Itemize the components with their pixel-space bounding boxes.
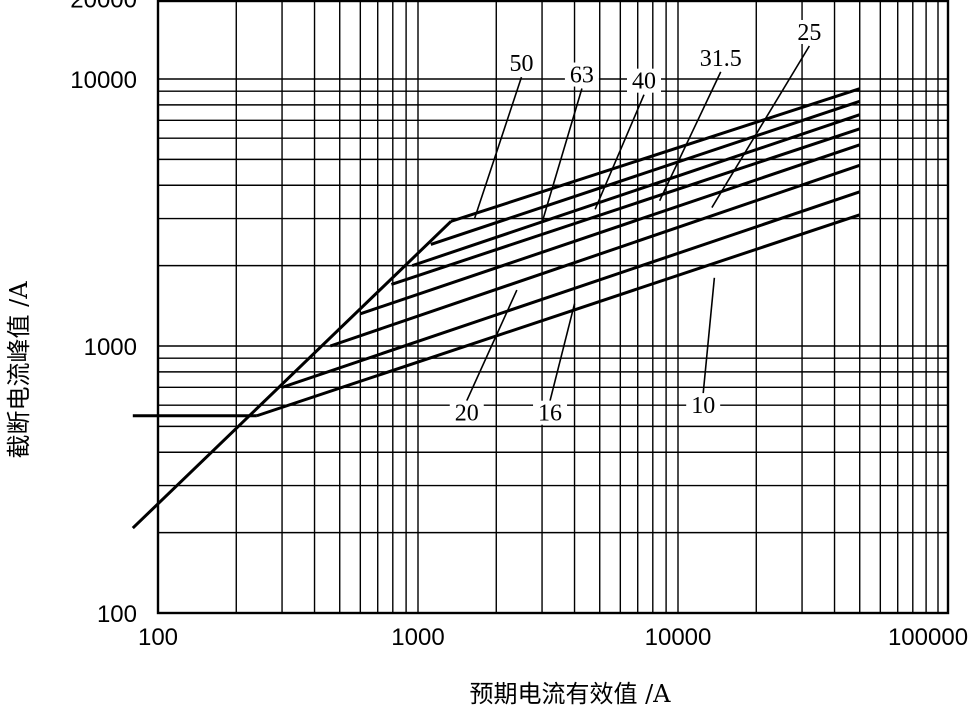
series-line-16 [281, 190, 861, 389]
label-bg [533, 400, 568, 425]
series-line-25 [359, 143, 861, 316]
x-tick-label: 100000 [888, 624, 968, 651]
x-tick-label: 1000 [391, 624, 444, 651]
leader-line [473, 76, 523, 219]
curve-label-20: 20 [455, 401, 479, 427]
label-bg [686, 393, 721, 418]
series-line-40 [411, 113, 861, 268]
label-bg [690, 45, 751, 70]
grid [156, 0, 950, 615]
y-tick-label: 1000 [84, 334, 137, 361]
curve-label-31-5: 31.5 [700, 46, 742, 72]
curve-label-16: 16 [538, 401, 562, 427]
leader-line [549, 303, 576, 401]
leader-line [541, 88, 583, 223]
x-tick-label: 100 [138, 624, 178, 651]
curve-label-50: 50 [509, 51, 533, 77]
plot-frame [156, 0, 950, 615]
leader-line [711, 45, 811, 208]
x-tick-label: 10000 [645, 624, 712, 651]
envelope-line [131, 220, 453, 530]
label-bg [564, 62, 599, 87]
series-line-20 [329, 163, 861, 348]
leader-line [658, 71, 722, 202]
label-leaders [466, 45, 811, 402]
leader-line [466, 289, 518, 402]
y-tick-label: 10000 [70, 67, 137, 94]
series-lines [131, 87, 861, 530]
curve-labels: 50 63 40 31.5 25 20 16 10 [449, 19, 827, 427]
curve-label-40: 40 [632, 69, 656, 95]
y-axis-title: 截断电流峰值 /A [5, 281, 33, 459]
series-line-31-5 [390, 127, 861, 286]
label-bg [627, 68, 662, 93]
y-tick-label: 20000 [70, 0, 137, 14]
y-tick-label: 100 [97, 601, 137, 628]
series-line-10 [256, 213, 861, 418]
tick-labels: 100 1000 10000 100000 100 1000 10000 20000 [70, 0, 968, 651]
series-line-63 [430, 99, 861, 246]
x-axis-title: 预期电流有效值 /A [469, 680, 671, 708]
leader-line [702, 277, 716, 394]
label-bg [504, 51, 539, 76]
curve-label-25: 25 [797, 20, 821, 46]
leader-line [594, 94, 645, 210]
label-bg [449, 400, 484, 425]
curve-label-10: 10 [691, 393, 715, 419]
label-bg [792, 19, 827, 44]
curve-label-63: 63 [570, 63, 594, 89]
series-line-50 [450, 87, 861, 223]
